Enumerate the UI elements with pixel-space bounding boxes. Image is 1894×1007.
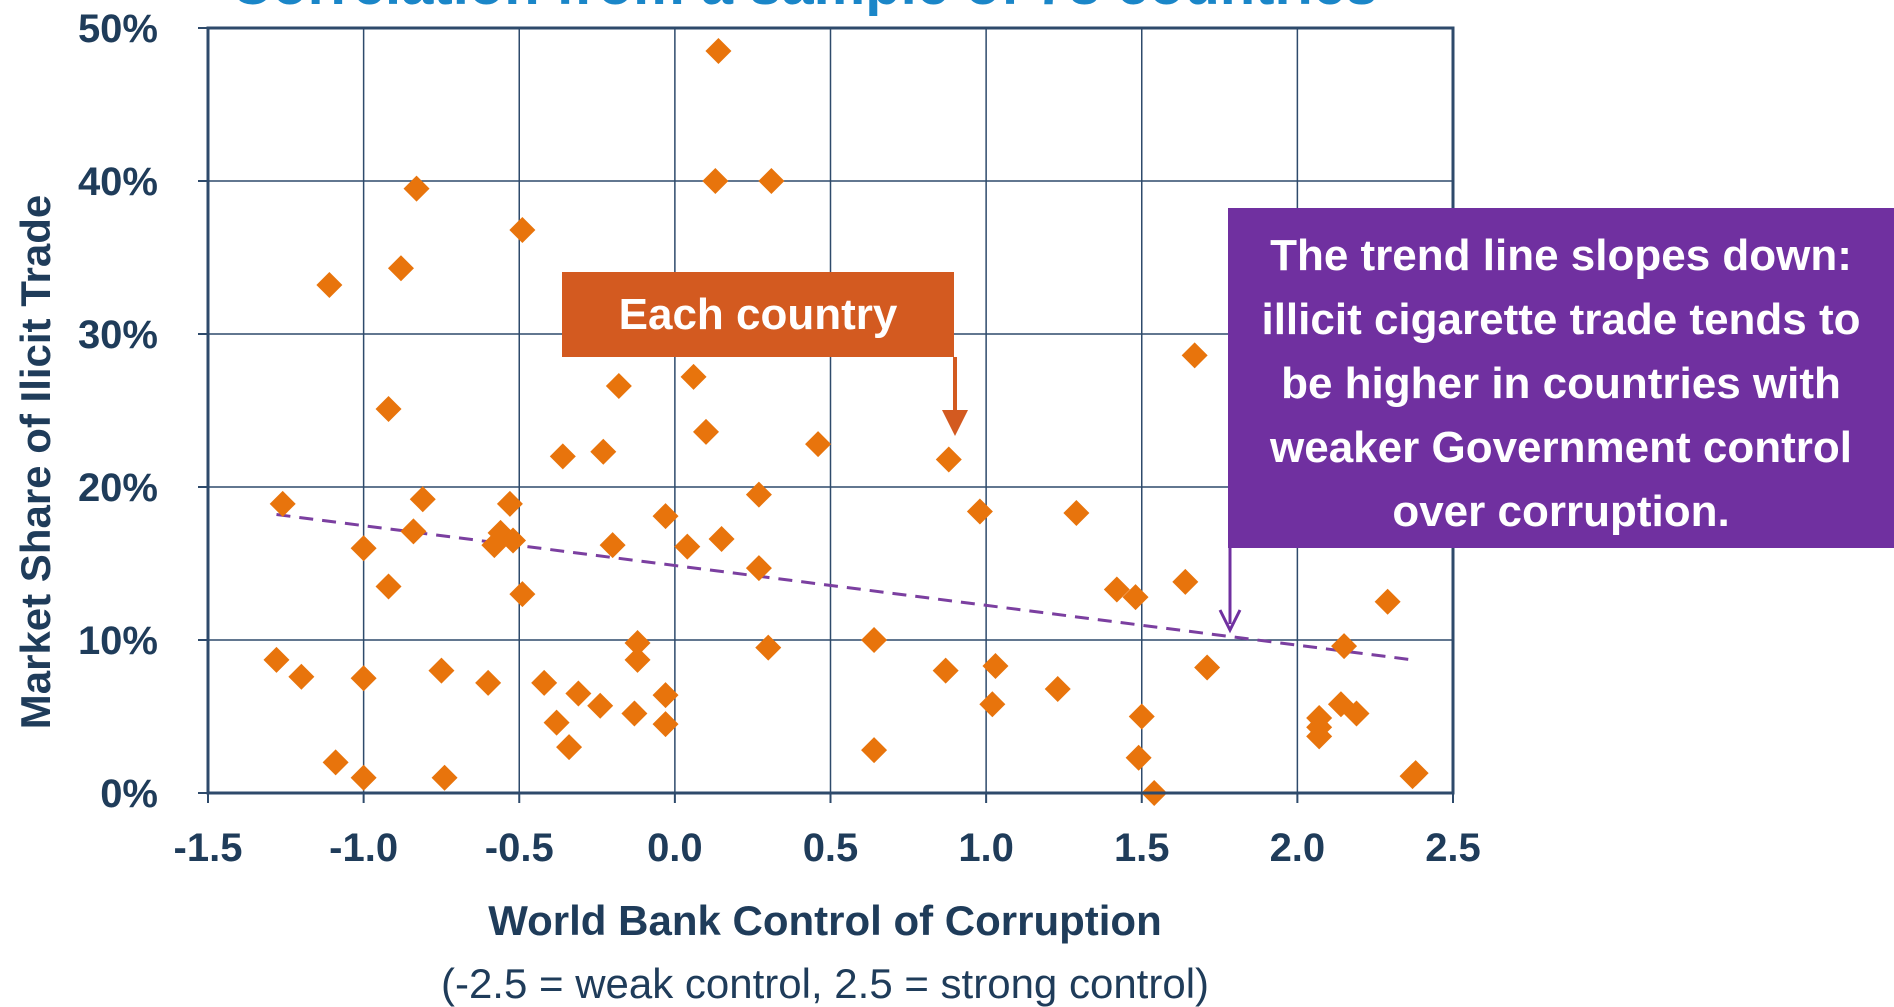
data-point	[556, 734, 583, 761]
data-point	[1044, 675, 1071, 702]
data-point	[1181, 342, 1208, 369]
data-point	[375, 573, 402, 600]
data-point	[263, 646, 290, 673]
data-point	[702, 168, 729, 194]
data-point	[431, 764, 458, 791]
data-point	[1122, 584, 1149, 611]
data-point	[861, 737, 888, 764]
data-point	[745, 481, 772, 508]
data-point	[1172, 568, 1199, 595]
data-point	[1331, 633, 1358, 660]
trend-arrow-head	[1218, 609, 1242, 634]
data-point	[652, 682, 679, 709]
data-point	[565, 680, 592, 707]
data-point	[982, 653, 1009, 680]
x-tick-label: -0.5	[485, 826, 554, 870]
data-point	[693, 418, 719, 445]
data-point	[979, 691, 1006, 718]
data-point	[705, 37, 732, 64]
each-country-callout: Each country	[562, 272, 954, 357]
data-point	[350, 535, 377, 562]
data-point	[403, 175, 430, 202]
data-point	[350, 665, 377, 692]
data-points	[263, 37, 1429, 806]
y-tick-label: 0%	[100, 772, 158, 816]
x-tick-label: -1.5	[174, 826, 243, 870]
each-country-arrow-head	[942, 410, 968, 436]
data-point	[621, 700, 648, 727]
tick-labels: -1.5 -1.0 -0.5 0.0 0.5 1.0 1.5 2.0 2.5 0% 10% 20% 30…	[78, 7, 1481, 870]
data-point	[316, 272, 343, 299]
x-axis-title: World Bank Control of Corruption	[488, 897, 1161, 944]
data-point	[1399, 763, 1426, 790]
trend-note-callout: The trend line slopes down: illicit ciga…	[1228, 208, 1894, 548]
data-point	[350, 764, 377, 791]
data-point	[1063, 500, 1090, 527]
data-point	[758, 168, 785, 194]
data-point	[400, 518, 427, 545]
data-point	[587, 692, 614, 719]
data-point	[1128, 703, 1155, 730]
data-point	[1103, 576, 1130, 603]
data-point	[861, 627, 888, 653]
data-point	[269, 490, 296, 517]
data-point	[531, 669, 558, 696]
data-point	[932, 657, 959, 684]
x-tick-label: 0.5	[803, 826, 859, 870]
data-point	[1194, 654, 1221, 681]
data-point	[1306, 723, 1333, 750]
x-tick-label: 0.0	[647, 826, 703, 870]
data-point	[549, 443, 576, 470]
trend-line-group	[276, 513, 1413, 662]
data-point	[624, 630, 651, 657]
data-point	[543, 709, 570, 736]
data-point	[935, 446, 962, 473]
y-axis-title: Market Share of Ilicit Trade	[12, 195, 59, 730]
data-point	[475, 669, 502, 696]
chart-title: Correlation from a sample of 78 countrie…	[230, 0, 1377, 17]
y-tick-label: 30%	[78, 313, 158, 357]
data-point	[652, 503, 679, 530]
data-point	[1125, 744, 1152, 771]
data-point	[509, 581, 536, 608]
data-point	[288, 663, 315, 690]
data-point	[496, 490, 523, 517]
data-point	[605, 373, 632, 400]
data-point	[599, 532, 626, 559]
trend-line	[276, 513, 1413, 662]
data-point	[322, 749, 349, 776]
y-tick-label: 50%	[78, 7, 158, 51]
data-point	[652, 711, 679, 738]
x-tick-label: 2.0	[1270, 826, 1326, 870]
data-point	[966, 498, 993, 525]
data-point	[745, 555, 772, 582]
y-tick-label: 10%	[78, 619, 158, 663]
data-point	[674, 533, 701, 560]
x-axis-subtitle: (-2.5 = weak control, 2.5 = strong contr…	[441, 960, 1209, 1007]
y-tick-label: 20%	[78, 466, 158, 510]
data-point	[375, 395, 402, 422]
data-point	[428, 657, 455, 684]
data-point	[481, 532, 508, 559]
data-point	[1343, 700, 1370, 727]
x-tick-label: 1.0	[958, 826, 1014, 870]
y-tick-label: 40%	[78, 160, 158, 204]
data-point	[680, 363, 707, 390]
data-point	[805, 431, 832, 458]
data-point	[509, 216, 536, 243]
data-point	[624, 646, 651, 673]
data-point	[590, 438, 617, 465]
data-point	[387, 255, 414, 282]
x-tick-label: -1.0	[329, 826, 398, 870]
data-point	[409, 486, 436, 513]
x-tick-label: 1.5	[1114, 826, 1170, 870]
data-point	[708, 526, 735, 553]
data-point	[1374, 588, 1401, 615]
x-tick-label: 2.5	[1425, 826, 1481, 870]
data-point	[500, 527, 527, 554]
data-point	[755, 634, 782, 661]
